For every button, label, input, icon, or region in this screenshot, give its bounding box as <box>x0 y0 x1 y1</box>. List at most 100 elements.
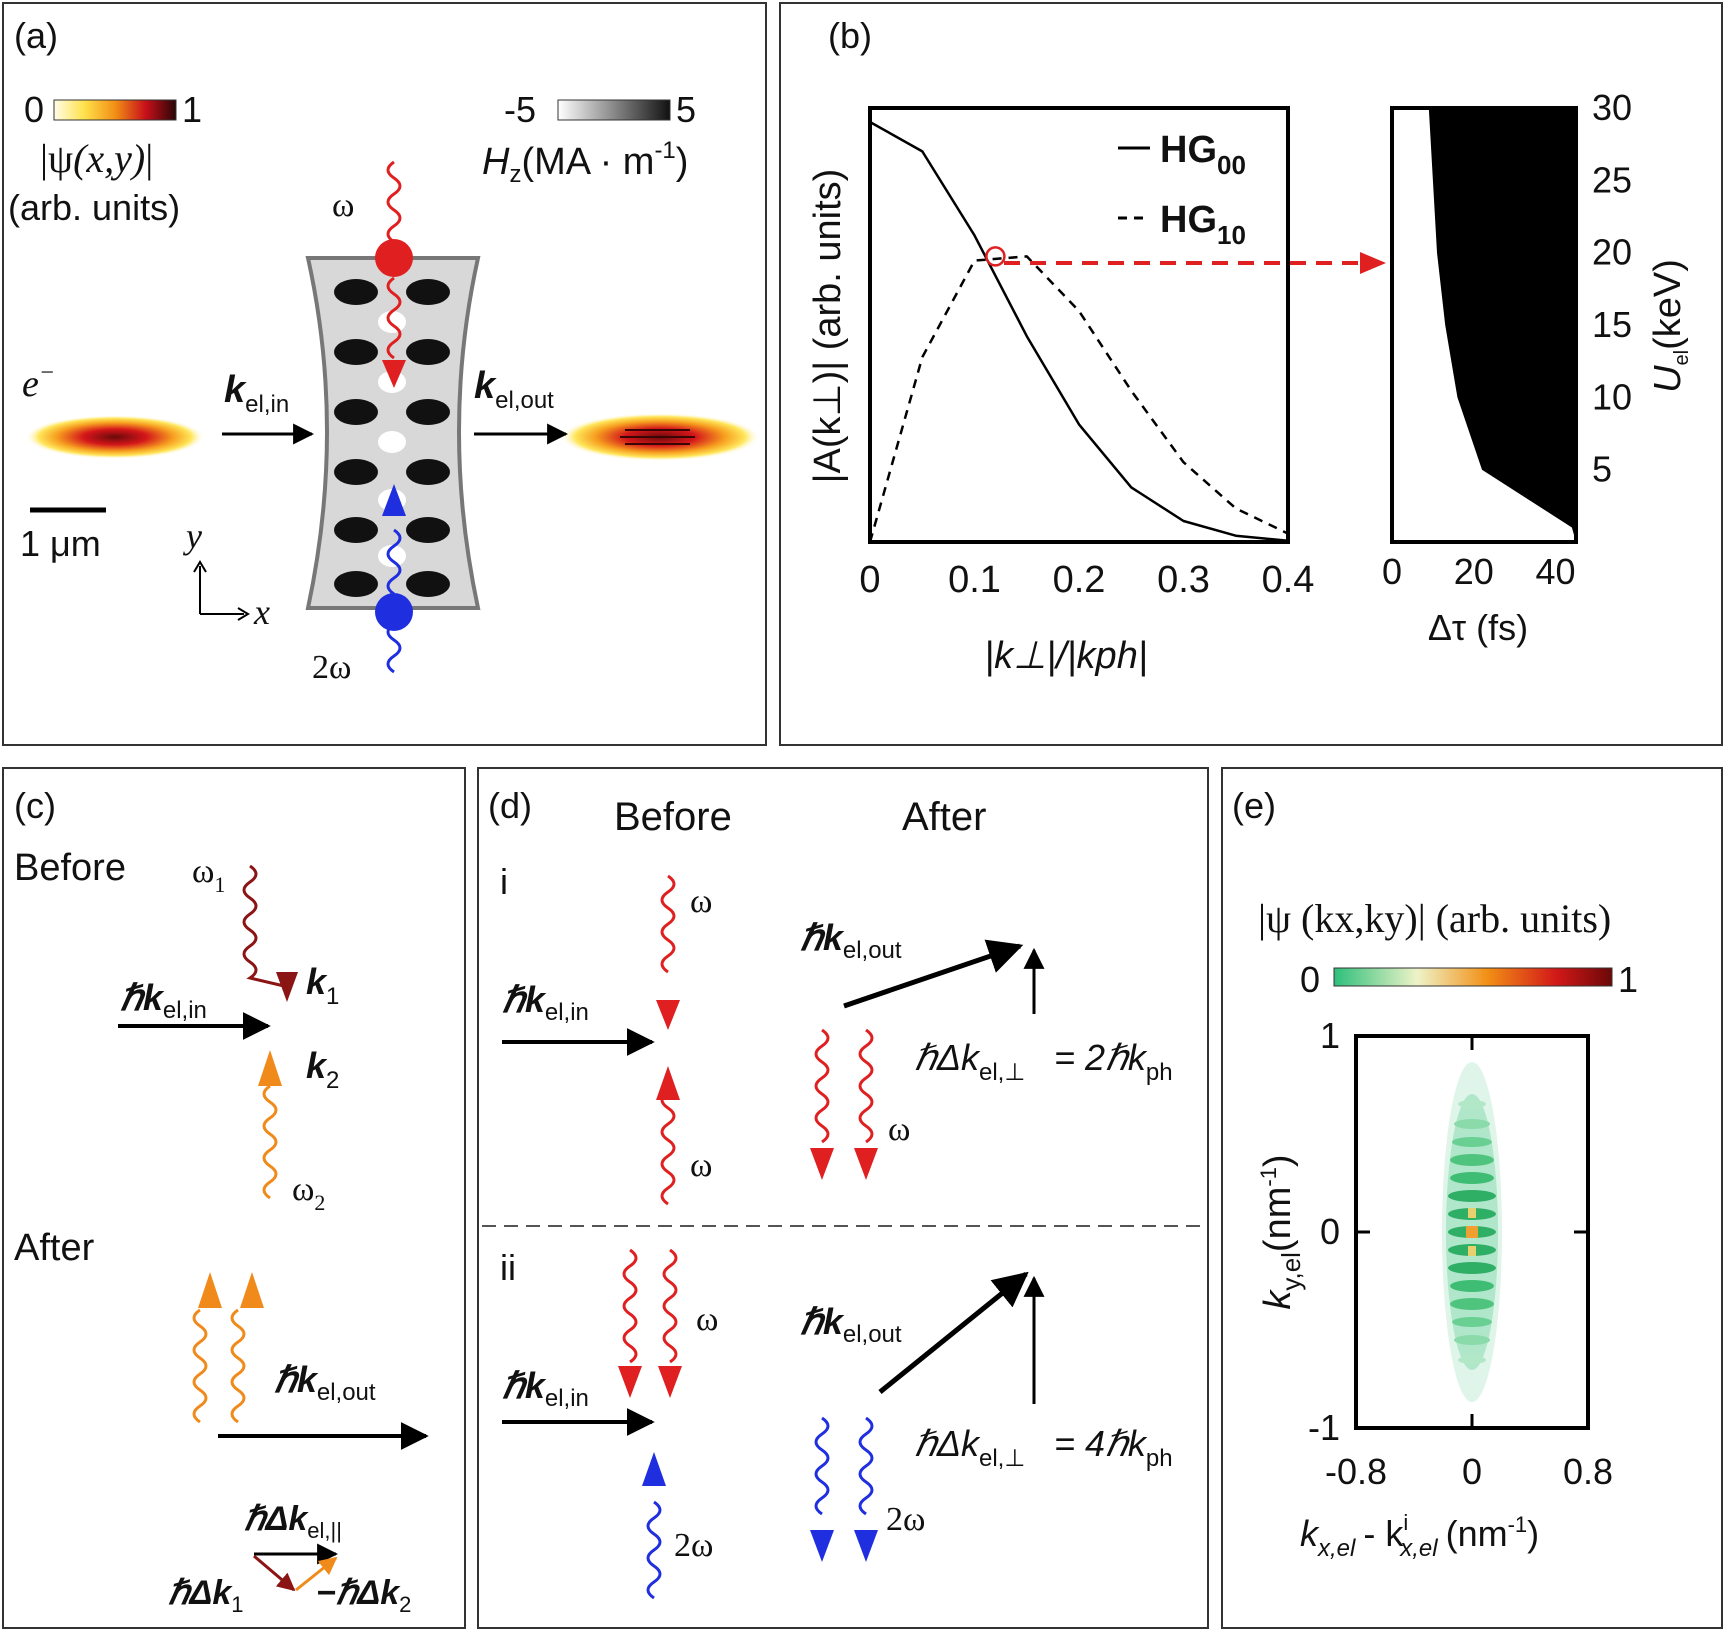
psi-cbar-title: |ψ(x,y)| <box>40 136 153 181</box>
e-ylabel-units: (nm <box>1257 1187 1299 1252</box>
d-i-hk-in-k: ℏk <box>502 979 547 1020</box>
d-ii-after-photon-a <box>814 1416 830 1516</box>
d-row-ii: ii <box>500 1247 516 1288</box>
d-i-photon-up <box>660 1090 676 1206</box>
c-dk2-arrow <box>295 1556 338 1592</box>
d-i-hk-out-sub: el,out <box>843 937 902 964</box>
axis-x-label: x <box>253 592 270 632</box>
b-right-ytick-2: 15 <box>1592 304 1632 345</box>
e-ytick-0: 0 <box>1320 1211 1340 1252</box>
photon-omega-arrowhead <box>382 360 406 388</box>
axis-y-label: y <box>183 516 202 556</box>
d-i-eq-text: = 2ℏk <box>1054 1037 1148 1078</box>
c-dk2: −ℏΔk2 <box>316 1574 411 1617</box>
c-dk2-sub: 2 <box>399 1592 411 1617</box>
e-cbar-min: 0 <box>1300 959 1320 1000</box>
panel-e: (e) |ψ (kx,ky)| (arb. units) 0 1 <box>1232 785 1638 1562</box>
d-ii-photon-up-head <box>642 1452 666 1486</box>
d-ii-hk-out-k: ℏk <box>800 1301 845 1342</box>
c-dk-par-k: ℏΔk <box>244 1500 309 1538</box>
electron-blob-in <box>25 415 205 459</box>
h-symbol: H <box>482 141 510 183</box>
psi-cbar-min: 0 <box>24 89 44 130</box>
d-i-after-photon-b <box>858 1028 874 1144</box>
d-ii-photon-b-head <box>658 1366 682 1398</box>
photon-2omega-arrowhead <box>382 484 406 516</box>
d-i-dk: ℏΔkel,⊥ <box>914 1037 1025 1086</box>
e-xlabel-sub: x,el <box>1317 1535 1356 1562</box>
d-i-hk-in: ℏkel,in <box>502 979 589 1026</box>
c-dk-par: ℏΔkel,|| <box>244 1500 342 1543</box>
e-ylabel-k: k <box>1257 1289 1299 1310</box>
d-i-after-photon-b-head <box>854 1148 878 1180</box>
d-ii-hk-in: ℏkel,in <box>502 1365 589 1412</box>
c-omega1: ω1 <box>192 853 225 897</box>
b-xtick-3: 0.3 <box>1157 559 1210 601</box>
c-photon1-arrowhead <box>276 972 298 1002</box>
d-i-eq: = 2ℏkph <box>1054 1037 1173 1086</box>
legend-hg00-sub: 00 <box>1217 150 1246 180</box>
d-ii-eq: = 4ℏkph <box>1054 1423 1173 1472</box>
e-cbar-title: |ψ (kx,ky)| (arb. units) <box>1258 896 1611 941</box>
electron-e: e <box>22 363 39 405</box>
b-right-ylabel-units: (keV) <box>1647 259 1689 350</box>
d-i-omega-top: ω <box>690 883 712 920</box>
e-xtick-m08: -0.8 <box>1325 1451 1387 1492</box>
d-ii-after-photon-a-head <box>810 1530 834 1562</box>
photon-2omega-dot <box>375 593 413 631</box>
e-xtick-08: 0.8 <box>1563 1451 1613 1492</box>
panel-c-label: (c) <box>14 785 56 826</box>
d-after: After <box>902 795 986 839</box>
legend-hg10-sub: 10 <box>1217 220 1246 250</box>
panel-a: (a) 0 1 |ψ(x,y)| (arb. units) -5 5 Hz(MA… <box>8 15 760 686</box>
d-ii-photon-up <box>646 1500 662 1600</box>
c-photon1-wave <box>242 864 285 988</box>
c-hk-in-sub: el,in <box>163 997 207 1024</box>
panel-c-frame <box>2 767 466 1629</box>
b-xlabel: |k⊥|/|kph| <box>984 635 1147 677</box>
d-i-after-photon-a-head <box>810 1148 834 1180</box>
c-photon2-arrowhead <box>258 1050 282 1086</box>
c-k2: k2 <box>306 1045 339 1094</box>
b-right-ylabel-u: U <box>1647 365 1689 393</box>
legend-hg10-name: HG <box>1160 199 1217 241</box>
b-right-xlabel: Δτ (fs) <box>1428 607 1528 648</box>
c-after: After <box>14 1227 95 1269</box>
c-hk-in: ℏkel,in <box>120 977 207 1024</box>
c-hk-in-k: ℏk <box>120 977 165 1018</box>
psi-cbar-units: (arb. units) <box>8 187 180 228</box>
c-dk1-sub: 1 <box>231 1592 243 1617</box>
b-left-series <box>868 120 1289 543</box>
e-xlabel-supunit: -1 <box>1508 1512 1528 1537</box>
h-sup: -1 <box>654 137 675 164</box>
e-cbar-max: 1 <box>1618 959 1638 1000</box>
h-close: ) <box>676 141 689 183</box>
b-xtick-4: 0.4 <box>1262 559 1315 601</box>
panel-d-label: (d) <box>488 785 532 826</box>
c-after-photon-b-head <box>240 1272 264 1308</box>
c-before: Before <box>14 847 126 889</box>
d-ii-hk-out: ℏkel,out <box>800 1301 902 1348</box>
e-ylabel-close: ) <box>1257 1154 1299 1167</box>
c-k2-k: k <box>306 1045 328 1086</box>
d-ii-hk-in-k: ℏk <box>502 1365 547 1406</box>
d-i-after-photon-a <box>814 1028 830 1144</box>
d-i-hk-out-k: ℏk <box>800 917 845 958</box>
c-dk1-k: ℏΔk <box>168 1574 233 1612</box>
k-in-k: k <box>224 369 247 411</box>
e-ytick-m1: -1 <box>1308 1407 1340 1448</box>
d-ii-hk-out-sub: el,out <box>843 1321 902 1348</box>
b-xtick-0: 0 <box>859 559 880 601</box>
k-in-label: kel,in <box>224 369 289 418</box>
d-i-omega-bottom: ω <box>690 1147 712 1184</box>
legend-hg00: HG00 <box>1160 129 1246 180</box>
h-colorbar <box>557 99 671 121</box>
b-ylabel: |A(k⊥)| (arb. units) <box>807 169 849 484</box>
c-after-photon-a-head <box>198 1272 222 1308</box>
b-right-ylabel-sub: el <box>1671 350 1693 366</box>
series-line-hg10 <box>868 255 1289 543</box>
d-before: Before <box>614 795 732 839</box>
b-right-white-region <box>1392 108 1576 542</box>
field-pattern <box>334 279 450 597</box>
electron-sup: − <box>39 360 55 386</box>
